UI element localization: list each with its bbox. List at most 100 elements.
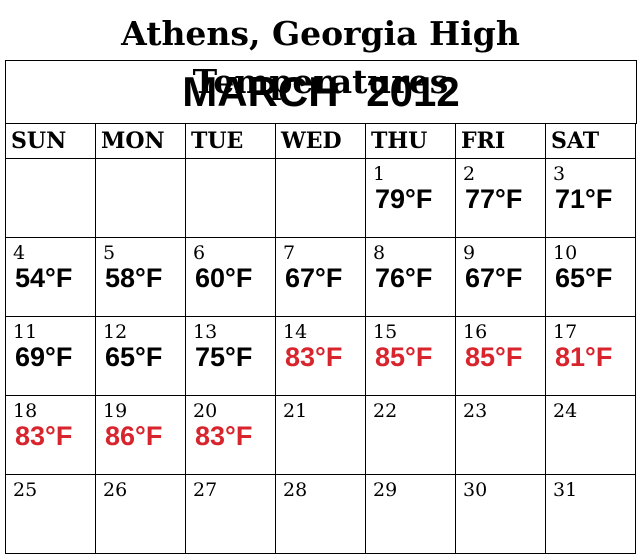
day-cell: [275, 158, 366, 238]
day-cell: 17 81°F: [545, 316, 636, 396]
day-cell: 4 54°F: [5, 237, 96, 317]
week-row: 18 83°F 19 86°F 20 83°F 21 22 23 24: [5, 395, 636, 475]
day-number: 4: [13, 242, 26, 264]
day-number: 16: [463, 321, 488, 343]
high-temperature: 83°F: [15, 421, 73, 451]
day-number: 8: [373, 242, 386, 264]
day-cell: 31: [545, 474, 636, 554]
high-temperature: 67°F: [285, 263, 343, 293]
day-cell: 19 86°F: [95, 395, 186, 475]
day-cell: 10 65°F: [545, 237, 636, 317]
week-row: 1 79°F 2 77°F 3 71°F: [5, 158, 636, 238]
week-row: 25 26 27 28 29 30 31: [5, 474, 636, 554]
day-number: 9: [463, 242, 476, 264]
weekday-wed: WED: [275, 123, 366, 159]
day-cell: 13 75°F: [185, 316, 276, 396]
day-number: 1: [373, 163, 386, 185]
page-title: Athens, Georgia High Temperatures: [121, 14, 520, 101]
day-cell: [5, 158, 96, 238]
day-cell: 26: [95, 474, 186, 554]
day-number: 11: [13, 321, 38, 343]
high-temperature: 79°F: [375, 184, 433, 214]
day-number: 14: [283, 321, 308, 343]
day-cell: [185, 158, 276, 238]
weekday-fri: FRI: [455, 123, 546, 159]
day-number: 18: [13, 400, 38, 422]
day-cell: [95, 158, 186, 238]
day-cell: 22: [365, 395, 456, 475]
weekday-sun: SUN: [5, 123, 96, 159]
day-number: 25: [13, 479, 38, 501]
day-number: 7: [283, 242, 296, 264]
high-temperature: 60°F: [195, 263, 253, 293]
weekday-header-row: SUN MON TUE WED THU FRI SAT: [5, 123, 636, 159]
day-cell: 1 79°F: [365, 158, 456, 238]
weekday-tue: TUE: [185, 123, 276, 159]
day-cell: 12 65°F: [95, 316, 186, 396]
week-row: 11 69°F 12 65°F 13 75°F 14 83°F 15 85°F 16 85°F 17 81…: [5, 316, 636, 396]
high-temperature: 86°F: [105, 421, 163, 451]
day-number: 21: [283, 400, 308, 422]
day-number: 5: [103, 242, 116, 264]
day-cell: 20 83°F: [185, 395, 276, 475]
day-number: 10: [553, 242, 578, 264]
day-cell: 6 60°F: [185, 237, 276, 317]
weekday-thu: THU: [365, 123, 456, 159]
day-number: 3: [553, 163, 566, 185]
high-temperature: 71°F: [555, 184, 613, 214]
high-temperature: 85°F: [375, 342, 433, 372]
day-cell: 29: [365, 474, 456, 554]
day-cell: 2 77°F: [455, 158, 546, 238]
day-number: 20: [193, 400, 218, 422]
high-temperature: 83°F: [195, 421, 253, 451]
day-cell: 23: [455, 395, 546, 475]
day-cell: 30: [455, 474, 546, 554]
weekday-sat: SAT: [545, 123, 636, 159]
day-cell: 3 71°F: [545, 158, 636, 238]
day-cell: 28: [275, 474, 366, 554]
day-cell: 24: [545, 395, 636, 475]
day-number: 24: [553, 400, 578, 422]
day-cell: 25: [5, 474, 96, 554]
day-number: 12: [103, 321, 128, 343]
day-number: 15: [373, 321, 398, 343]
day-cell: 5 58°F: [95, 237, 186, 317]
calendar-grid: SUN MON TUE WED THU FRI SAT 1 79°F 2 77°F 3 7…: [5, 123, 636, 554]
day-number: 30: [463, 479, 488, 501]
day-cell: 9 67°F: [455, 237, 546, 317]
high-temperature: 81°F: [555, 342, 613, 372]
high-temperature: 76°F: [375, 263, 433, 293]
day-cell: 7 67°F: [275, 237, 366, 317]
week-row: 4 54°F 5 58°F 6 60°F 7 67°F 8 76°F 9 67°F 10 65°F: [5, 237, 636, 317]
day-cell: 16 85°F: [455, 316, 546, 396]
day-number: 27: [193, 479, 218, 501]
high-temperature: 54°F: [15, 263, 73, 293]
day-number: 2: [463, 163, 476, 185]
day-number: 26: [103, 479, 128, 501]
day-number: 31: [553, 479, 578, 501]
high-temperature: 77°F: [465, 184, 523, 214]
high-temperature: 75°F: [195, 342, 253, 372]
day-number: 6: [193, 242, 206, 264]
day-number: 19: [103, 400, 128, 422]
day-number: 29: [373, 479, 398, 501]
high-temperature: 83°F: [285, 342, 343, 372]
day-number: 28: [283, 479, 308, 501]
calendar: MARCH 2012 SUN MON TUE WED THU FRI SAT 1…: [5, 60, 637, 554]
high-temperature: 65°F: [555, 263, 613, 293]
high-temperature: 67°F: [465, 263, 523, 293]
day-number: 13: [193, 321, 218, 343]
weekday-mon: MON: [95, 123, 186, 159]
day-number: 23: [463, 400, 488, 422]
day-cell: 15 85°F: [365, 316, 456, 396]
day-cell: 18 83°F: [5, 395, 96, 475]
day-cell: 21: [275, 395, 366, 475]
high-temperature: 69°F: [15, 342, 73, 372]
high-temperature: 85°F: [465, 342, 523, 372]
month-heading: MARCH 2012: [5, 60, 637, 124]
day-cell: 27: [185, 474, 276, 554]
day-number: 22: [373, 400, 398, 422]
high-temperature: 65°F: [105, 342, 163, 372]
day-number: 17: [553, 321, 578, 343]
day-cell: 8 76°F: [365, 237, 456, 317]
